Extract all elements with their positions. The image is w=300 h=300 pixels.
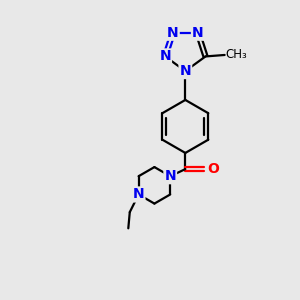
Text: N: N [159,50,171,63]
Text: N: N [167,26,179,40]
Text: O: O [207,162,219,176]
Text: N: N [164,169,176,183]
Text: N: N [133,188,144,202]
Text: N: N [192,26,204,40]
Text: CH₃: CH₃ [226,49,248,62]
Text: N: N [179,64,191,78]
